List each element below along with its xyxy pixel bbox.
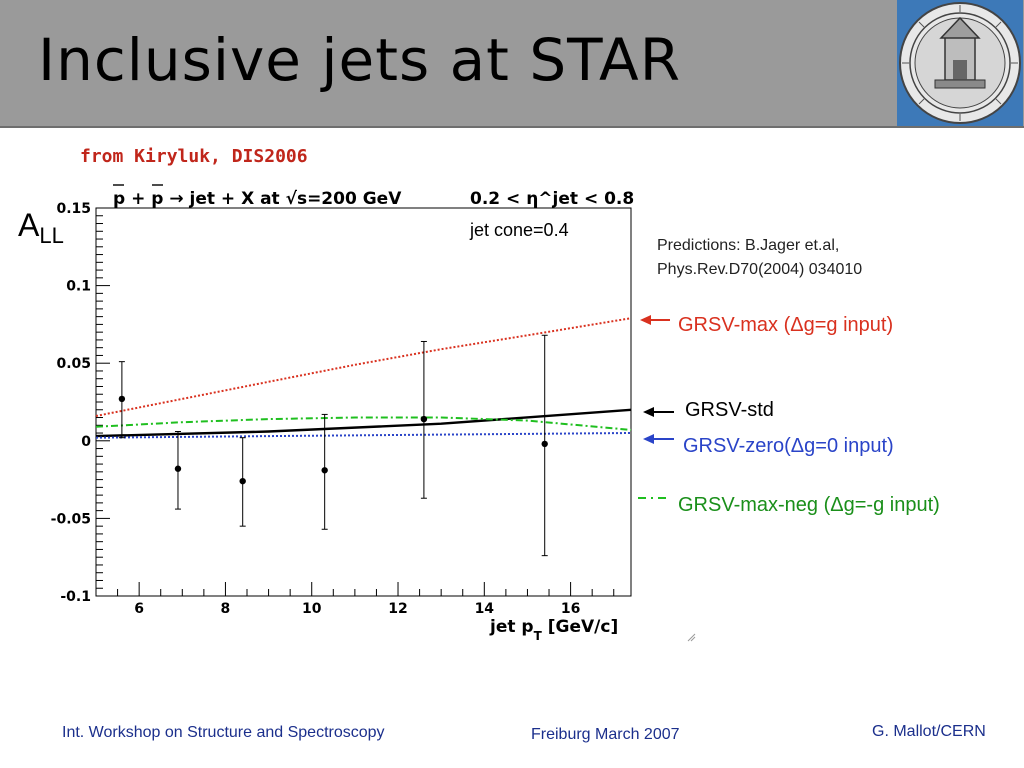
legend-label-grsv-zero: GRSV-zero(Δg=0 input): [683, 435, 894, 457]
curve-grsv-zero: [95, 432, 632, 439]
x-axis-label: jet pT [GeV/c]: [489, 617, 618, 643]
legend-arrowhead-grsv-zero-icon: [643, 434, 654, 444]
x-tick-label: 14: [475, 601, 495, 617]
y-tick-label: 0: [81, 434, 91, 450]
legend-entry-grsv-std: GRSV-std: [643, 399, 774, 421]
legend-label-grsv-max: GRSV-max (Δg=g input): [678, 314, 893, 336]
source-citation: from Kiryluk, DIS2006: [80, 146, 308, 167]
plot-frame: [95, 207, 632, 597]
legend-entry-grsv-max-neg: GRSV-max-neg (Δg=-g input): [638, 494, 940, 516]
legend-arrowhead-grsv-max-icon: [640, 315, 651, 325]
data-point: [541, 440, 548, 448]
plot-title: p + p → jet + X at √s=200 GeV: [113, 189, 402, 209]
jet-cone-label: jet cone=0.4: [469, 220, 569, 240]
x-tick-label: 6: [134, 601, 144, 617]
title-bar-divider: [0, 126, 1024, 128]
x-tick-label: 8: [221, 601, 231, 617]
data-point: [174, 465, 182, 472]
y-axis-label: ALL: [18, 207, 64, 248]
curve-grsv-std: [95, 408, 632, 438]
predictions-note-line2: Phys.Rev.D70(2004) 034010: [657, 261, 862, 278]
prediction-curves: [95, 317, 632, 439]
y-tick-label: 0.1: [66, 279, 91, 295]
data-point: [420, 415, 428, 423]
eta-range-label: 0.2 < η^jet < 0.8: [470, 189, 634, 209]
legend: GRSV-max (Δg=g input) GRSV-std GRSV-zero…: [638, 314, 940, 516]
university-seal-icon: [897, 0, 1023, 126]
y-tick-label: -0.1: [60, 589, 91, 605]
y-tick-label: -0.05: [51, 511, 91, 527]
legend-entry-grsv-zero: GRSV-zero(Δg=0 input): [643, 434, 894, 457]
data-points: [118, 334, 548, 557]
curve-grsv-max: [95, 317, 632, 417]
predictions-note-line1: Predictions: B.Jager et.al,: [657, 237, 839, 254]
resize-grip-icon: [687, 633, 696, 642]
legend-arrowhead-grsv-std-icon: [643, 407, 654, 417]
x-axis-label-main: jet p: [489, 617, 534, 637]
title-bar: [0, 0, 1024, 126]
y-tick-label: 0.05: [56, 356, 91, 372]
legend-label-grsv-std: GRSV-std: [685, 399, 774, 421]
y-tick-label: 0.15: [56, 201, 91, 217]
x-axis-label-unit: [GeV/c]: [548, 617, 618, 637]
axis-ticks: 6 8 10 12 14 16 -0.1 -0.05 0 0.05 0.1 0.15: [51, 201, 615, 617]
x-tick-label: 10: [302, 601, 322, 617]
asymmetry-plot: 6 8 10 12 14 16 -0.1 -0.05 0 0.05 0.1 0.15 p + p → …: [18, 184, 940, 643]
curve-grsv-max-neg: [95, 416, 632, 431]
x-axis-label-sub: T: [534, 629, 543, 643]
x-tick-label: 16: [561, 601, 580, 617]
y-axis-label-main: A: [18, 207, 40, 243]
y-axis-label-sub: LL: [39, 223, 63, 248]
data-point: [239, 477, 246, 485]
data-point: [321, 467, 328, 474]
footer-date: Freiburg March 2007: [531, 726, 680, 743]
slide-title: Inclusive jets at STAR: [38, 26, 682, 94]
footer-author: G. Mallot/CERN: [872, 723, 986, 740]
legend-entry-grsv-max: GRSV-max (Δg=g input): [640, 314, 893, 336]
legend-label-grsv-max-neg: GRSV-max-neg (Δg=-g input): [678, 494, 940, 516]
data-point: [118, 395, 126, 403]
footer-workshop: Int. Workshop on Structure and Spectrosc…: [62, 724, 385, 741]
x-tick-label: 12: [388, 601, 407, 617]
